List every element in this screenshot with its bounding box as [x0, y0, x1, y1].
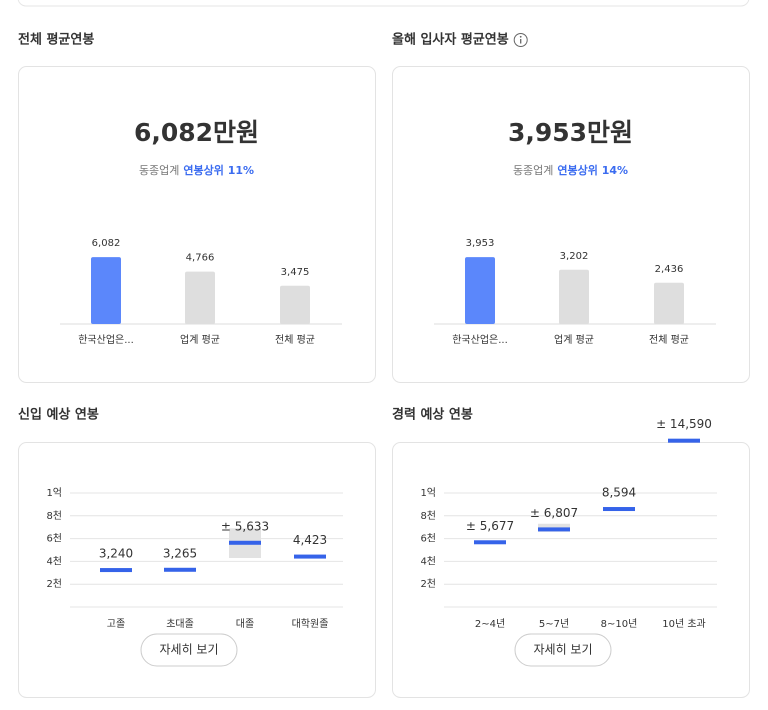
subtitle-highlight: 연봉상위 14%	[557, 163, 628, 177]
salary-mark	[474, 540, 506, 545]
section-title: 올해 입사자 평균연봉	[392, 32, 509, 48]
info-circle[interactable]	[513, 33, 528, 47]
button-box[interactable]	[514, 633, 612, 667]
y-tick-label: 6천	[46, 533, 62, 545]
category-label: 전체 평균	[275, 334, 315, 346]
headline: 6,082만원	[134, 118, 259, 147]
salary-mark	[164, 567, 196, 572]
value-label: 4,423	[293, 533, 327, 547]
y-tick-label: 4천	[420, 555, 436, 567]
y-tick-label: 1억	[420, 487, 436, 499]
section-title: 신입 예상 연봉	[18, 407, 99, 423]
category-label: 한국산업은...	[78, 333, 134, 346]
salary-mark	[603, 507, 635, 512]
value-label: 3,265	[163, 546, 197, 560]
y-tick-label: 4천	[46, 555, 62, 567]
value-label: 3,202	[560, 251, 589, 262]
salary-mark	[100, 568, 132, 573]
salary-mark	[229, 540, 261, 545]
y-tick-label: 8천	[46, 510, 62, 522]
card	[18, 442, 376, 698]
category-label: 2~4년	[475, 618, 505, 630]
info-dot[interactable]	[519, 35, 522, 38]
bar	[185, 271, 215, 324]
value-label: ± 14,590	[656, 417, 712, 431]
button-label[interactable]: 자세히 보기	[159, 643, 218, 657]
top-card-edge	[17, 0, 750, 7]
headline: 3,953만원	[508, 118, 633, 147]
category-label: 업계 평균	[554, 333, 594, 346]
value-label: 3,475	[281, 267, 310, 278]
value-label: 6,082	[92, 238, 121, 249]
value-label: 3,953	[466, 238, 495, 249]
bar	[465, 257, 495, 324]
category-label: 대졸	[236, 618, 254, 630]
salary-mark	[668, 438, 700, 443]
y-tick-label: 2천	[420, 578, 436, 590]
value-label: ± 5,633	[221, 519, 269, 533]
value-label: 3,240	[99, 547, 133, 561]
button-label[interactable]: 자세히 보기	[533, 643, 592, 657]
card-content: 2천 4천 6천 8천 1억 3,240 고졸 3,265 초대졸 ± 5,633 대졸 4,423 대…	[46, 487, 343, 667]
bar	[280, 285, 310, 324]
card	[392, 442, 750, 698]
detail-button[interactable]: 자세히 보기	[514, 633, 612, 667]
button-box[interactable]	[140, 633, 238, 667]
info-icon[interactable]	[513, 33, 528, 47]
category-label: 고졸	[107, 618, 125, 630]
value-label: 2,436	[655, 264, 684, 275]
bar	[654, 282, 684, 324]
y-tick-label: 2천	[46, 578, 62, 590]
subtitle-highlight: 연봉상위 11%	[183, 163, 254, 177]
subtitle: 동종업계 연봉상위 14%	[513, 163, 628, 177]
value-label: ± 5,677	[466, 519, 514, 533]
bar	[91, 257, 121, 324]
card-content: 2천 4천 6천 8천 1억 ± 5,677 2~4년 ± 6,807 5~7년 8,594 8~1…	[420, 417, 717, 667]
category-label: 대학원졸	[292, 618, 329, 630]
y-tick-label: 1억	[46, 487, 62, 499]
y-tick-label: 8천	[420, 510, 436, 522]
salary-mark	[294, 554, 326, 559]
category-label: 5~7년	[539, 618, 569, 630]
subtitle: 동종업계 연봉상위 11%	[139, 163, 254, 177]
value-label: 8,594	[602, 486, 636, 500]
category-label: 한국산업은...	[452, 333, 508, 346]
y-tick-label: 6천	[420, 533, 436, 545]
subtitle-text: 동종업계	[139, 164, 179, 177]
category-label: 초대졸	[166, 618, 194, 630]
section-title: 경력 예상 연봉	[392, 407, 473, 423]
category-label: 10년 초과	[662, 618, 706, 630]
subtitle-text: 동종업계	[513, 164, 553, 177]
category-label: 8~10년	[601, 618, 638, 630]
bar	[559, 269, 589, 324]
category-label: 업계 평균	[180, 333, 220, 346]
value-label: ± 6,807	[530, 506, 578, 520]
section-title: 전체 평균연봉	[18, 32, 94, 48]
salary-mark	[538, 527, 570, 532]
detail-button[interactable]: 자세히 보기	[140, 633, 238, 667]
value-label: 4,766	[186, 253, 215, 264]
category-label: 전체 평균	[649, 334, 689, 346]
